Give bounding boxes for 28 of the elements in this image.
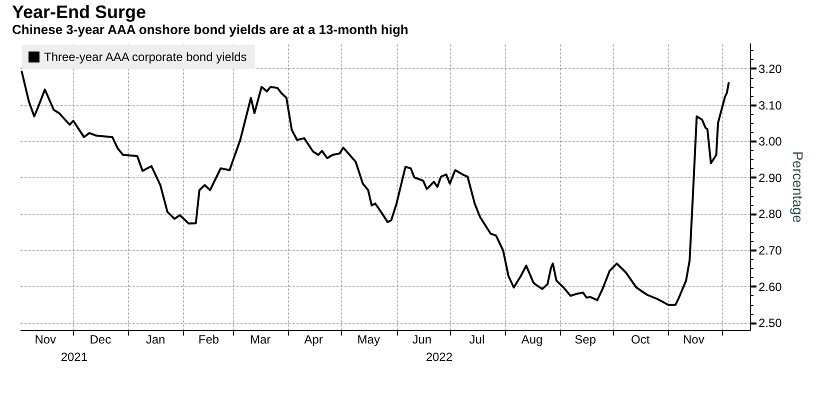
y-tick-label: 3.10 <box>758 98 782 112</box>
x-tick-label: May <box>357 332 380 346</box>
text: 2022 <box>426 350 453 364</box>
y-tick-label: 2.50 <box>758 316 782 330</box>
x-tick-label: Apr <box>304 332 323 346</box>
x-tick-label: Oct <box>631 332 650 346</box>
x-tick-label: Jan <box>146 332 166 346</box>
y-tick-label: 2.70 <box>758 244 782 258</box>
chart-title: Year-End Surge <box>12 2 146 22</box>
line-series <box>20 70 730 306</box>
x-tick-label: Nov <box>682 332 704 346</box>
x-tick-label: Aug <box>521 332 543 346</box>
x-tick-label: Jul <box>469 332 485 346</box>
x-tick-label: Feb <box>198 332 220 346</box>
x-tick-label: Dec <box>90 332 112 346</box>
y-tick-label: 2.80 <box>758 207 782 222</box>
x-tick-label: Mar <box>250 332 271 346</box>
y-tick-label: 2.60 <box>758 280 782 294</box>
y-tick-label: 3.00 <box>758 134 782 149</box>
y-tick-label: 2.90 <box>758 170 782 185</box>
x-tick-label: Jun <box>412 332 432 346</box>
y-tick-label: 3.20 <box>758 62 782 76</box>
x-tick-label: Nov <box>34 332 56 346</box>
x-tick-label: Sep <box>574 332 596 346</box>
legend-label: Three-year AAA corporate bond yields <box>44 50 247 64</box>
text: 2021 <box>60 350 88 364</box>
y-axis-title: Percentage <box>790 151 806 224</box>
chart-subtitle: Chinese 3-year AAA onshore bond yields are at a 13-month high <box>12 22 408 37</box>
